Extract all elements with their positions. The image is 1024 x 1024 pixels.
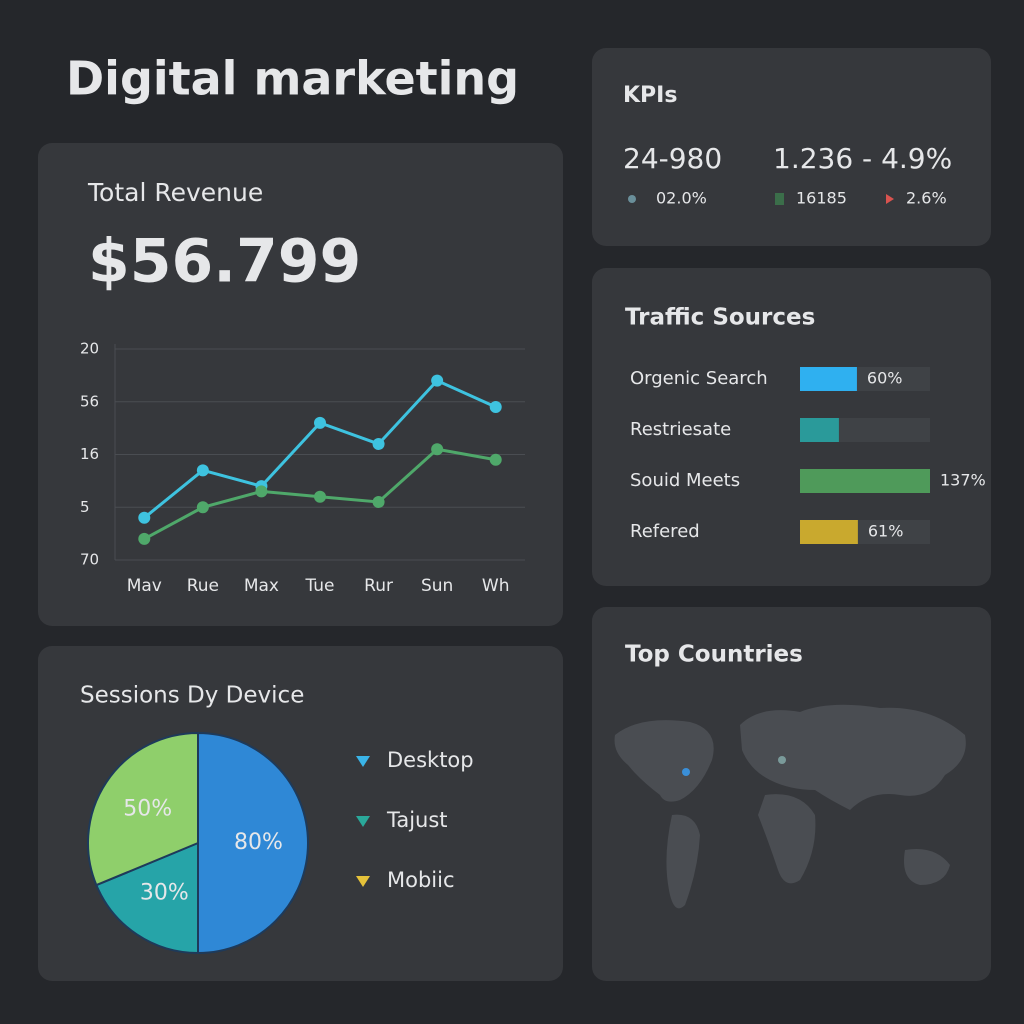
- map-marker: [778, 756, 786, 764]
- legend-marker: [356, 816, 370, 827]
- point: [489, 453, 502, 466]
- map-land: [904, 849, 950, 885]
- slice-label: 50%: [123, 796, 172, 821]
- point: [196, 501, 209, 514]
- point: [196, 464, 209, 477]
- bar: [800, 469, 930, 493]
- bar-label: Souid Meets: [630, 470, 740, 491]
- kpi-change: 16185: [796, 189, 847, 208]
- bar: [800, 520, 858, 544]
- point: [138, 532, 151, 545]
- traffic-title: Traffic Sources: [625, 305, 815, 331]
- y-tick-label: 20: [80, 340, 99, 358]
- kpi-icon: [775, 193, 784, 205]
- kpi-icon: [886, 194, 894, 204]
- slice-label: 80%: [234, 830, 283, 855]
- countries-card: [592, 607, 991, 981]
- revenue-value: $56.799: [88, 227, 361, 297]
- x-tick-label: Wh: [482, 576, 510, 596]
- map-land: [666, 814, 700, 909]
- traffic-card: [592, 268, 991, 586]
- kpi-change: 2.6%: [906, 189, 947, 208]
- bar-label: Orgenic Search: [630, 368, 768, 389]
- point: [314, 416, 326, 429]
- legend-marker: [356, 756, 370, 767]
- slice-label: 30%: [140, 880, 189, 905]
- bar-value: 60%: [867, 369, 903, 388]
- countries-title: Top Countries: [625, 642, 803, 668]
- point: [489, 401, 502, 414]
- map-land: [614, 720, 714, 802]
- x-tick-label: Tue: [304, 576, 334, 596]
- point: [372, 437, 385, 450]
- y-tick-label: 16: [80, 445, 99, 463]
- revenue-card: [38, 143, 563, 626]
- point: [372, 495, 385, 508]
- x-tick-label: Max: [244, 576, 279, 596]
- kpi-title: KPIs: [623, 83, 677, 108]
- kpi-value: 1.236 - 4.9%: [773, 142, 952, 175]
- point: [138, 511, 151, 524]
- x-tick-label: Sun: [421, 576, 453, 596]
- point: [431, 443, 444, 456]
- kpi-value: 24-980: [623, 142, 722, 175]
- legend-marker: [356, 876, 370, 887]
- page-title: Digital marketing: [66, 52, 519, 106]
- legend-label: Tajust: [386, 808, 448, 832]
- point: [314, 490, 326, 503]
- pie-slice: [87, 731, 199, 887]
- map-land: [758, 794, 816, 884]
- bar: [800, 418, 839, 442]
- world-map: [614, 704, 966, 909]
- revenue-title: Total Revenue: [87, 178, 263, 207]
- x-tick-label: Mav: [127, 576, 162, 596]
- bar-label: Refered: [630, 521, 700, 542]
- y-tick-label: 5: [80, 498, 90, 516]
- legend-label: Desktop: [387, 748, 474, 772]
- y-tick-label: 56: [80, 392, 99, 410]
- kpi-icon: [628, 195, 636, 203]
- bar-label: Restriesate: [630, 419, 731, 440]
- map-land: [740, 704, 966, 810]
- bar-value: 137%: [940, 471, 986, 490]
- pie-slice: [197, 731, 309, 955]
- sessions-title: Sessions Dy Device: [80, 683, 304, 709]
- pie-slice: [95, 841, 199, 955]
- point: [255, 485, 268, 498]
- bar-value: 61%: [868, 522, 904, 541]
- map-marker: [682, 768, 690, 776]
- legend-label: Mobiic: [387, 868, 455, 892]
- x-tick-label: Rue: [187, 576, 219, 596]
- y-tick-label: 70: [80, 551, 99, 569]
- x-tick-label: Rur: [364, 576, 393, 596]
- bar: [800, 367, 857, 391]
- point: [431, 374, 444, 387]
- kpi-change: 02.0%: [656, 189, 707, 208]
- kpi-card: [592, 48, 991, 246]
